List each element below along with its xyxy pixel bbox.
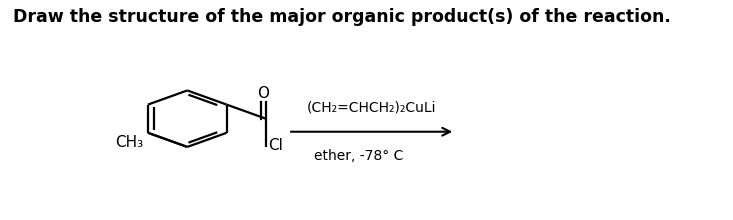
Text: Draw the structure of the major organic product(s) of the reaction.: Draw the structure of the major organic … <box>12 8 671 26</box>
Text: CH₃: CH₃ <box>116 135 144 150</box>
Text: Cl: Cl <box>268 138 283 153</box>
Text: O: O <box>257 86 269 101</box>
Text: (CH₂=CHCH₂)₂CuLi: (CH₂=CHCH₂)₂CuLi <box>307 100 436 114</box>
Text: ether, -78° C: ether, -78° C <box>314 149 404 163</box>
